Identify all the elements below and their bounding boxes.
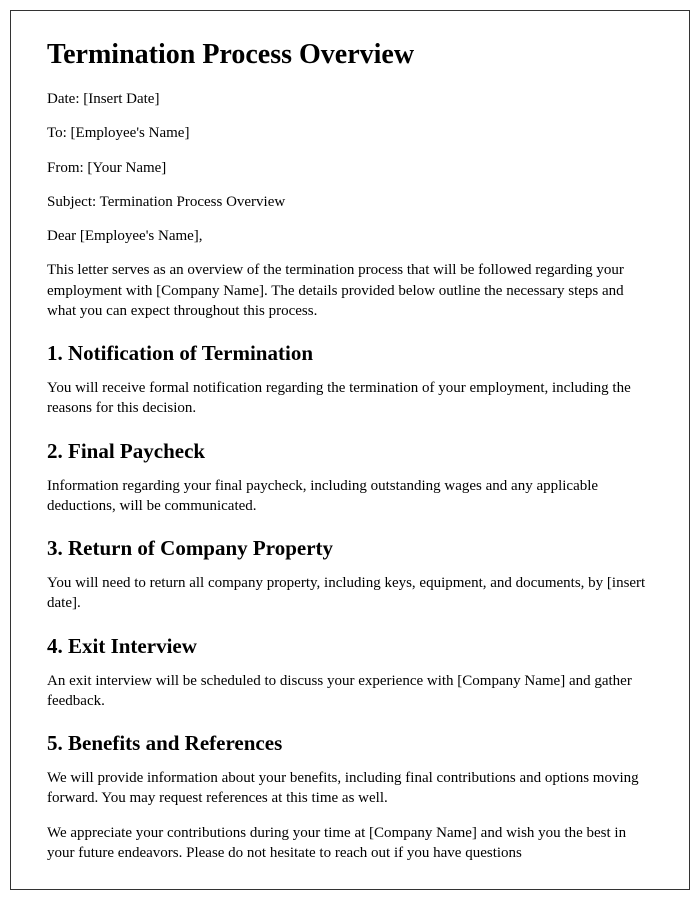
document-page: Termination Process Overview Date: [Inse… [10,10,690,890]
intro-paragraph: This letter serves as an overview of the… [47,260,653,321]
section-heading: 5. Benefits and References [47,731,653,756]
section-body: You will need to return all company prop… [47,573,653,614]
meta-date: Date: [Insert Date] [47,89,653,109]
closing-paragraph: We appreciate your contributions during … [47,823,653,864]
section-heading: 1. Notification of Termination [47,341,653,366]
section-body: You will receive formal notification reg… [47,378,653,419]
document-meta: Date: [Insert Date] To: [Employee's Name… [47,89,653,212]
meta-from: From: [Your Name] [47,158,653,178]
section-heading: 2. Final Paycheck [47,439,653,464]
salutation: Dear [Employee's Name], [47,226,653,246]
section-heading: 4. Exit Interview [47,634,653,659]
document-title: Termination Process Overview [47,39,653,71]
section-body: An exit interview will be scheduled to d… [47,671,653,712]
meta-subject: Subject: Termination Process Overview [47,192,653,212]
section-body: Information regarding your final paychec… [47,476,653,517]
section-heading: 3. Return of Company Property [47,536,653,561]
meta-to: To: [Employee's Name] [47,123,653,143]
section-body: We will provide information about your b… [47,768,653,809]
